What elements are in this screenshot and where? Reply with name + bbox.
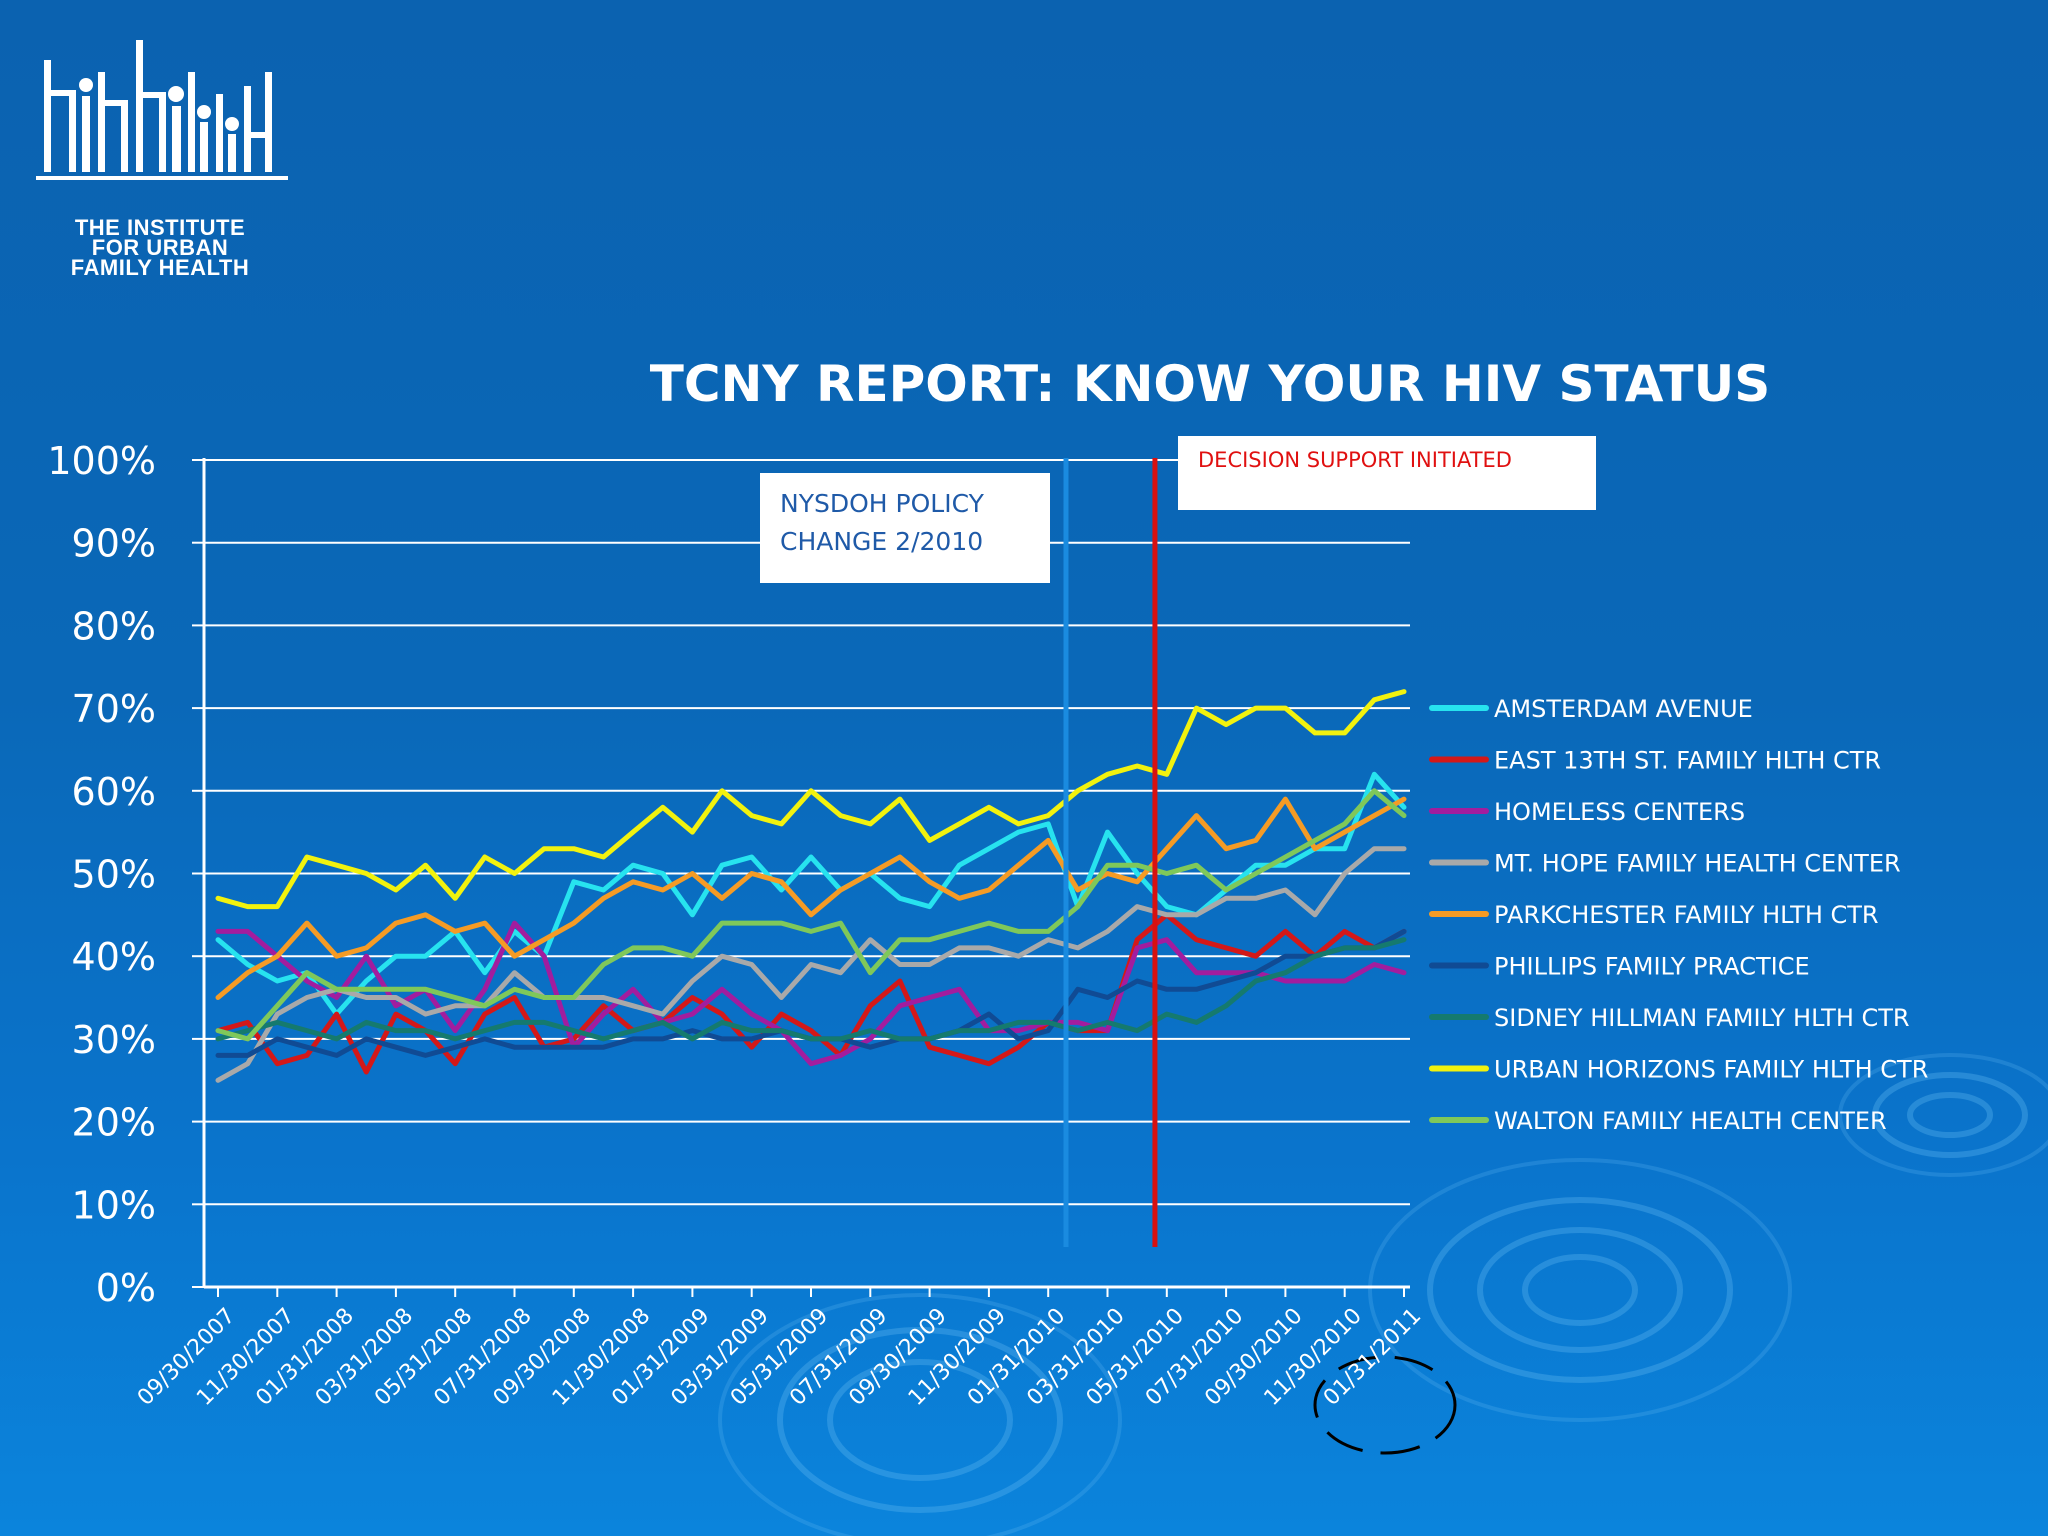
legend-label: AMSTERDAM AVENUE [1494,695,1753,723]
series-line-0 [215,771,1407,1017]
decision-support-annotation: DECISION SUPPORT INITIATED [1178,436,1596,510]
chart-title: TCNY REPORT: KNOW YOUR HIV STATUS [649,355,1771,413]
series-line-3 [215,846,1407,1083]
y-tick-label: 40% [72,935,156,979]
legend-label: HOMELESS CENTERS [1494,798,1745,826]
y-tick-label: 0% [96,1266,156,1310]
legend-label: PARKCHESTER FAMILY HLTH CTR [1494,901,1879,929]
legend-label: MT. HOPE FAMILY HEALTH CENTER [1494,850,1901,878]
policy-change-line-1: NYSDOH POLICY [780,489,984,518]
y-tick-label: 10% [72,1183,156,1227]
decision-support-text: DECISION SUPPORT INITIATED [1198,448,1512,472]
series-line-1 [215,912,1407,1075]
logo-text: THE INSTITUTE FOR URBAN FAMILY HEALTH [30,215,290,280]
series-line-8 [215,788,1407,1042]
policy-change-annotation: NYSDOH POLICY CHANGE 2/2010 [760,473,1050,583]
series-line-7 [215,689,1407,910]
legend-label: SIDNEY HILLMAN FAMILY HLTH CTR [1494,1004,1910,1032]
legend-label: URBAN HORIZONS FAMILY HLTH CTR [1494,1056,1928,1084]
legend-label: WALTON FAMILY HEALTH CENTER [1494,1107,1887,1135]
legend-label: EAST 13TH ST. FAMILY HLTH CTR [1494,747,1881,775]
series-line-4 [215,796,1407,1000]
y-tick-label: 60% [72,770,156,814]
y-tick-label: 90% [72,522,156,566]
y-tick-label: 50% [72,853,156,897]
y-tick-label: 20% [72,1101,156,1145]
logo-text-line-1: THE INSTITUTE [74,215,246,240]
y-tick-label: 30% [72,1018,156,1062]
series-line-6 [215,937,1407,1042]
legend-label: PHILLIPS FAMILY PRACTICE [1494,953,1810,981]
series-line-2 [215,920,1407,1067]
ripple-dark-ring [1313,1355,1457,1455]
y-tick-label: 100% [47,439,156,483]
logo-text-line-2: FOR URBAN [91,235,229,260]
y-tick-label: 70% [72,687,156,731]
y-tick-label: 80% [72,604,156,648]
logo-text-line-3: FAMILY HEALTH [70,255,250,280]
institute-logo-icon [36,40,288,180]
policy-change-line-2: CHANGE 2/2010 [780,527,984,556]
